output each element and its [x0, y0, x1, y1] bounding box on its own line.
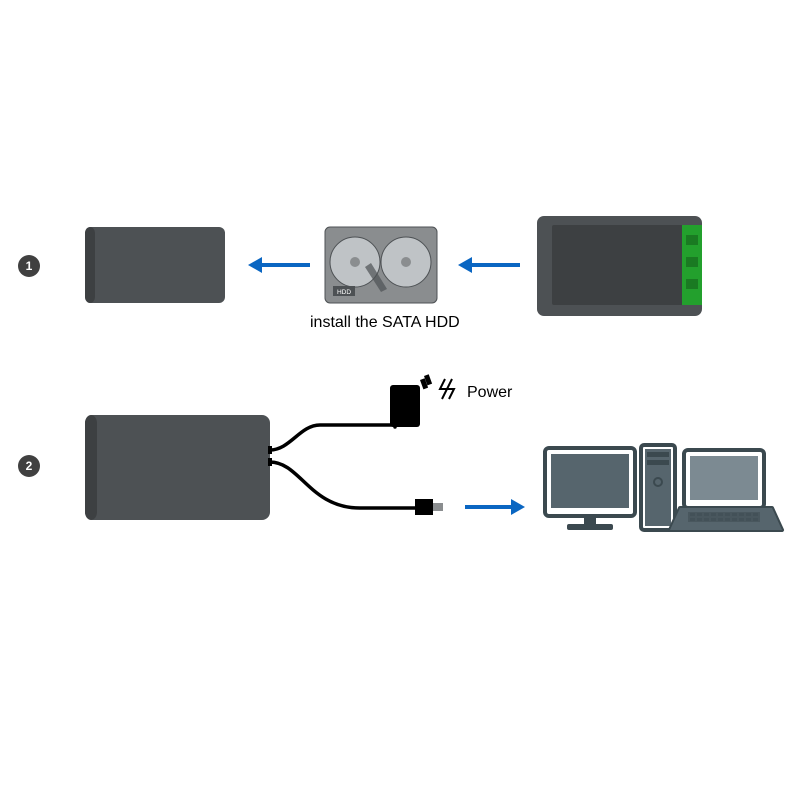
power-cable: [270, 425, 395, 450]
pc-tower-icon: [641, 445, 675, 530]
svg-text:HDD: HDD: [337, 289, 351, 296]
power-adapter-icon: [390, 374, 432, 427]
hdd-drive-icon: HDD: [325, 227, 437, 303]
diagram-canvas: HDD: [0, 0, 800, 800]
hdd-enclosure-icon: [85, 415, 270, 520]
lightning-icon: [440, 379, 454, 399]
monitor-icon: [545, 448, 635, 530]
usb-plug-icon: [415, 499, 433, 515]
usb-cable: [270, 462, 415, 508]
laptop-icon: [670, 450, 782, 530]
enclosure-open-icon: [537, 216, 702, 316]
enclosure-closed-icon: [85, 227, 225, 303]
